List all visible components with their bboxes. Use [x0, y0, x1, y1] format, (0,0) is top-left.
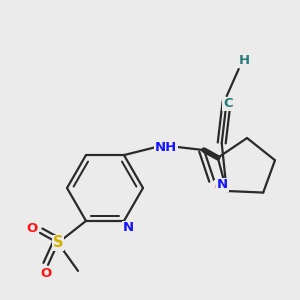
Text: C: C	[223, 98, 232, 110]
Text: O: O	[26, 222, 38, 236]
Text: O: O	[40, 267, 52, 280]
Text: N: N	[122, 221, 134, 234]
Text: H: H	[239, 55, 250, 68]
Text: O: O	[214, 181, 226, 194]
Text: S: S	[53, 236, 63, 250]
Text: NH: NH	[155, 141, 177, 154]
Text: N: N	[217, 178, 228, 191]
